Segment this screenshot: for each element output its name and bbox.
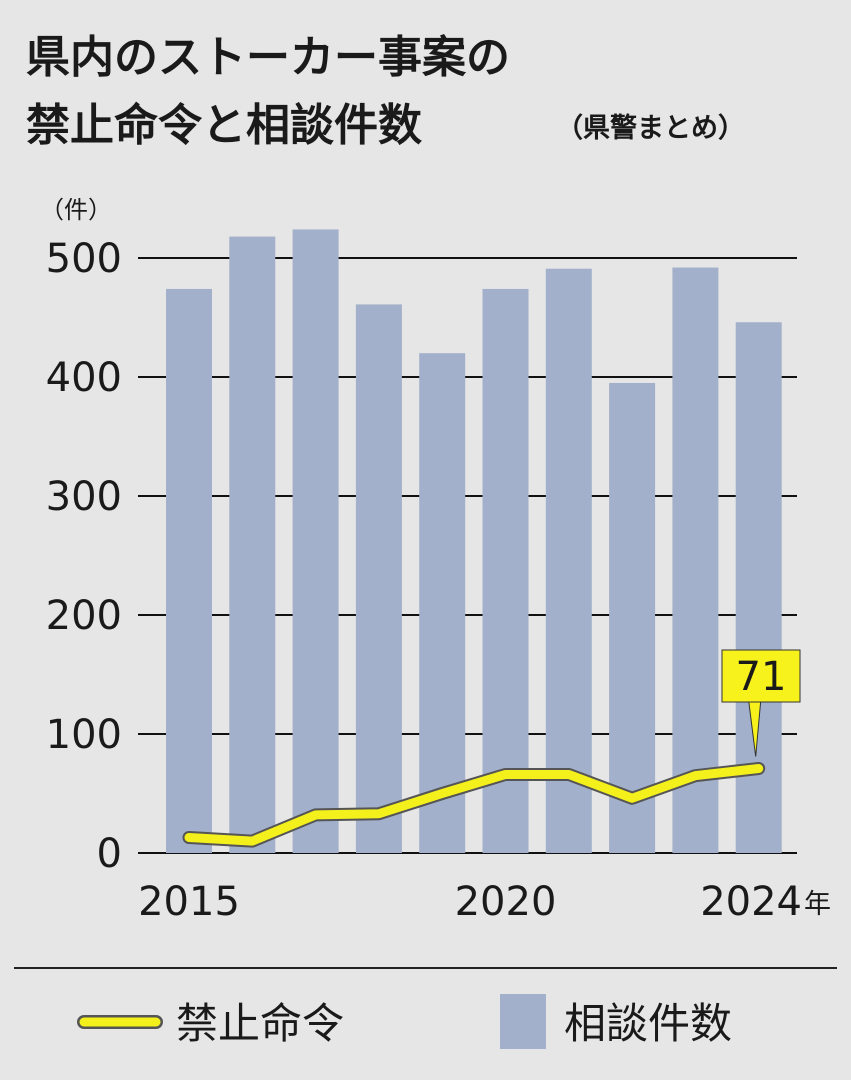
y-tick-label: 500 — [46, 236, 122, 282]
x-axis-unit: 年 — [804, 889, 831, 920]
chart-title-line2: 禁止命令と相談件数 — [26, 100, 422, 151]
bar-2021 — [545, 268, 592, 854]
y-tick-label: 200 — [46, 593, 122, 639]
y-axis-ticks: 0 100 200 300 400 500 — [46, 236, 122, 877]
chart-title-line1: 県内のストーカー事案の — [26, 32, 510, 83]
y-tick-label: 0 — [97, 831, 122, 877]
legend: 禁止命令 相談件数 — [77, 994, 732, 1049]
legend-label-prohibition-order: 禁止命令 — [176, 999, 344, 1048]
bar-2016 — [229, 236, 276, 853]
x-axis-ticks: 2015 2020 2024 年 — [138, 879, 831, 925]
prohibition-order-line — [182, 762, 766, 848]
consultation-bars — [166, 229, 782, 854]
x-tick-label: 2020 — [455, 879, 557, 925]
bar-2023 — [672, 267, 719, 853]
bar-2020 — [482, 288, 529, 853]
bar-2022 — [609, 382, 656, 853]
legend-label-consultations: 相談件数 — [564, 999, 732, 1048]
callout-box — [721, 649, 801, 703]
x-tick-label: 2015 — [138, 879, 240, 925]
legend-bar-swatch — [500, 994, 546, 1049]
x-tick-label: 2024 — [700, 879, 802, 925]
y-tick-label: 400 — [46, 355, 122, 401]
y-tick-label: 300 — [46, 474, 122, 520]
value-callout: 71 — [721, 649, 801, 757]
y-axis-unit: （件） — [40, 196, 112, 224]
prohibition-line — [184, 764, 764, 846]
bar-2018 — [355, 304, 402, 853]
callout-value-label: 71 — [736, 654, 787, 700]
bar-2019 — [419, 353, 466, 853]
y-tick-label: 100 — [46, 712, 122, 758]
bar-2017 — [292, 229, 339, 853]
source-note: （県警まとめ） — [556, 113, 745, 144]
bar-2015 — [166, 288, 212, 853]
